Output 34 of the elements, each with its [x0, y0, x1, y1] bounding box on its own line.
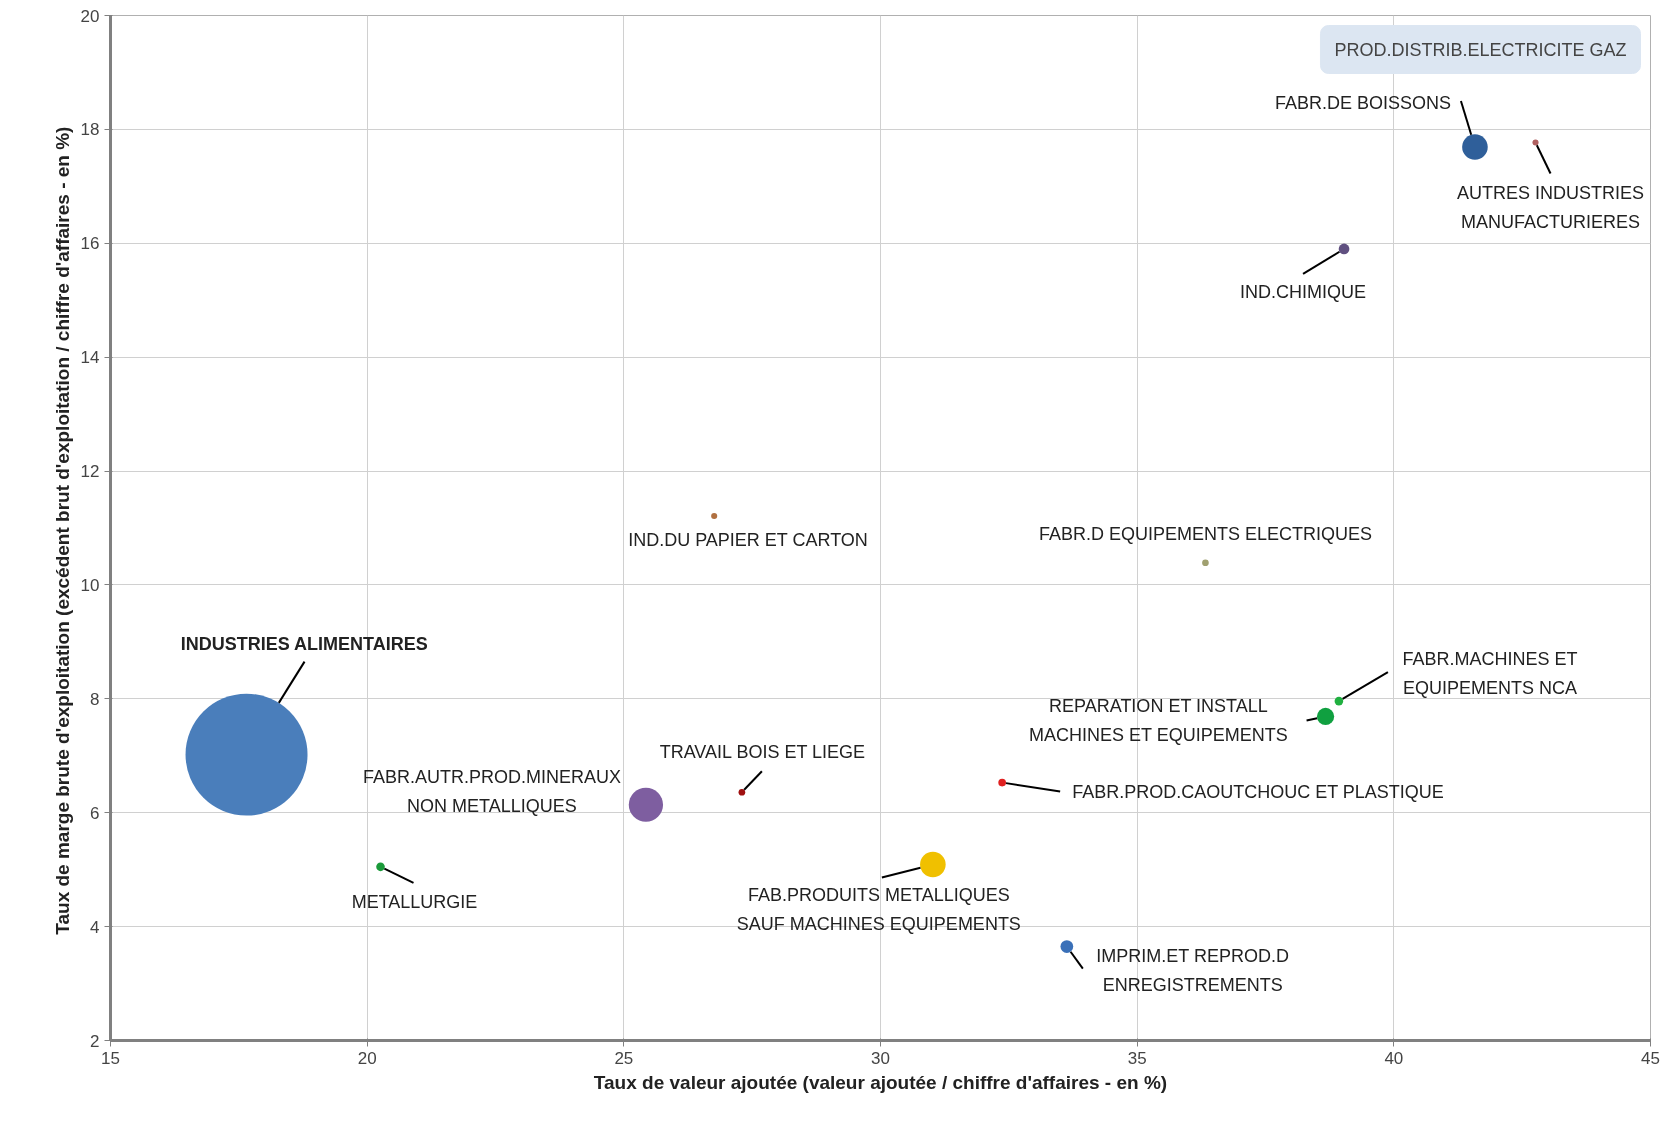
x-tick-label: 25: [614, 1048, 634, 1068]
y-tick-label: 20: [80, 6, 100, 26]
text: FABR.PROD.CAOUTCHOUC ET PLASTIQUE: [1072, 781, 1444, 802]
annotation: PROD.DISTRIB.ELECTRICITE GAZ: [1334, 39, 1627, 60]
x-tick-label: 15: [101, 1048, 120, 1068]
x-tick-label: 30: [871, 1048, 890, 1068]
y-tick-label: 10: [80, 575, 100, 595]
series-label: REPARATION ET INSTALL MACHINES ET EQUIPEMENTS: [1029, 695, 1288, 745]
series-label: IMPRIM.ET REPROD.D ENREGISTREMENTS: [1096, 946, 1290, 996]
x-tick-label: 20: [357, 1048, 377, 1068]
y-tick-label: 14: [80, 348, 100, 368]
text: TRAVAIL BOIS ET LIEGE: [659, 742, 866, 763]
y-tick-label: 18: [80, 120, 100, 140]
x-axis-title: Taux de valeur ajoutée (valeur ajoutée / chiffre d'affaires - en %): [593, 1071, 1168, 1093]
series-label: METALLURGIE: [351, 891, 478, 912]
y-axis-title: Taux de marge brute d'exploitation (excédent brut d'exploitation / chiffre d'affaires - en %): [51, 126, 73, 935]
x-tick-label: 45: [1641, 1048, 1660, 1068]
text: FABR.MACHINES ET EQUIPEMENTS NCA: [1402, 648, 1578, 698]
text: INDUSTRIES ALIMENTAIRES: [180, 633, 428, 654]
series-label: FABR.AUTR.PROD.MINERAUX NON METALLIQUES: [362, 767, 621, 817]
text: IND.DU PAPIER ET CARTON: [628, 530, 868, 551]
series-label: FABR.D EQUIPEMENTS ELECTRIQUES: [1038, 523, 1372, 544]
x-tick-label: 35: [1127, 1048, 1147, 1068]
y-tick-label: 4: [90, 917, 100, 937]
series-label: IND.CHIMIQUE: [1240, 281, 1367, 302]
x-tick-label: 40: [1384, 1048, 1404, 1068]
y-tick-label: 2: [90, 1031, 100, 1051]
y-tick-label: 8: [90, 689, 100, 709]
text: FAB.PRODUITS METALLIQUES SAUF MACHINES EQUIPEMENTS: [736, 885, 1021, 935]
y-tick-label: 16: [80, 234, 100, 254]
y-tick-label: 6: [90, 803, 100, 823]
text: AUTRES INDUSTRIES MANUFACTURIERES: [1457, 182, 1645, 232]
series-label: FABR.DE BOISSONS: [1274, 93, 1451, 114]
y-tick-label: 12: [80, 462, 100, 482]
